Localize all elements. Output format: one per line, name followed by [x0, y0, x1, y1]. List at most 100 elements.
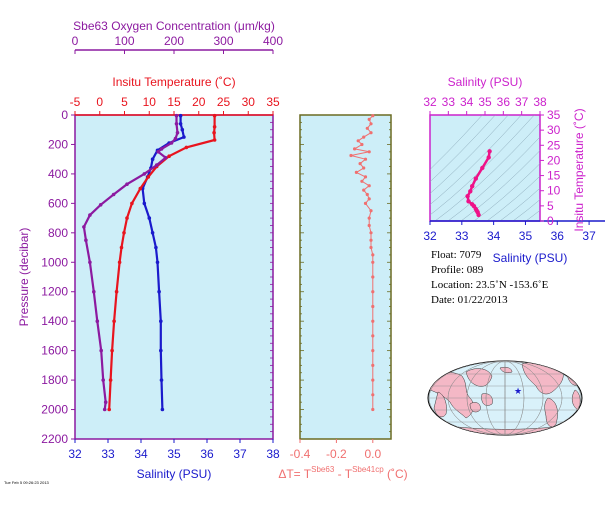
- delta-t-point: [371, 114, 375, 118]
- delta-t-point: [367, 117, 371, 121]
- temperature-tick-label: 20: [192, 95, 206, 109]
- pressure-tick-label: 1000: [41, 255, 68, 269]
- oxygen-point: [142, 172, 147, 176]
- timestamp-footer: Tue Feb 5 09:26:23 2013: [4, 480, 50, 485]
- salinity-point: [159, 378, 164, 382]
- density-contour: [487, 95, 608, 221]
- salinity-point: [147, 216, 152, 220]
- delta-t-point: [353, 147, 357, 151]
- salinity-tick-label: 36: [200, 447, 214, 461]
- ts-point: [470, 202, 475, 207]
- temperature-point: [212, 125, 217, 129]
- salinity-point: [155, 260, 160, 265]
- pressure-tick-label: 0: [61, 108, 68, 122]
- temperature-point: [108, 378, 113, 382]
- pressure-tick-label: 200: [48, 137, 68, 151]
- delta-t-point: [369, 238, 373, 242]
- delta-t-point: [354, 170, 358, 174]
- pressure-tick-label: 1200: [41, 285, 68, 299]
- temperature-tick-label: 5: [121, 95, 128, 109]
- oxygen-point: [111, 192, 116, 197]
- map-meridian: [428, 361, 582, 435]
- delta-t-point: [371, 349, 375, 353]
- delta-t-point: [367, 150, 371, 154]
- delta-t-tick-label: -0.4: [290, 447, 311, 461]
- delta-t-point: [363, 201, 368, 205]
- oxygen-point: [174, 113, 179, 118]
- temperature-point: [114, 289, 119, 294]
- oxygen-point: [159, 147, 164, 151]
- pressure-tick-label: 1800: [41, 373, 68, 387]
- delta-t-point: [365, 192, 369, 197]
- salinity-point: [154, 245, 158, 250]
- delta-t-point: [371, 260, 375, 264]
- ts-top-tick-label: 32: [423, 95, 437, 109]
- temperature-point: [110, 348, 114, 353]
- delta-t-point: [369, 122, 373, 126]
- temperature-point: [112, 319, 116, 324]
- profile-axes: 0200400600800100012001400160018002000220…: [41, 34, 283, 461]
- delta-t-tick-label: -0.2: [326, 447, 347, 461]
- delta-t-point: [362, 166, 366, 170]
- salinity-axis-title: Salinity (PSU): [137, 467, 212, 481]
- date-text: Date: 01/22/2013: [431, 294, 508, 306]
- temperature-point: [146, 175, 151, 179]
- landmass: [481, 393, 493, 406]
- map-meridian: [466, 361, 544, 435]
- pressure-tick-label: 400: [48, 167, 68, 181]
- ts-point: [468, 189, 473, 194]
- temperature-axis-title: Insitu Temperature (˚C): [112, 75, 235, 89]
- delta-t-point: [371, 334, 375, 338]
- salinity-tick-label: 37: [233, 447, 247, 461]
- temperature-point: [122, 231, 126, 235]
- delta-t-point: [367, 223, 371, 228]
- ts-series: [465, 149, 492, 218]
- ts-point: [486, 155, 491, 160]
- delta-t-point: [369, 231, 373, 235]
- float-location-marker: ★: [514, 386, 522, 396]
- temperature-point: [130, 201, 134, 206]
- oxygen-tick-label: 0: [72, 34, 79, 48]
- ts-bottom-tick-label: 33: [455, 229, 469, 243]
- oxygen-tick-label: 400: [263, 34, 283, 48]
- ts-temp-tick-label: 35: [547, 108, 561, 122]
- ts-temp-tick-label: 10: [547, 184, 561, 198]
- density-contour: [474, 95, 604, 221]
- float-id: Float: 7079: [431, 249, 482, 261]
- pressure-axis-title: Pressure (decibar): [17, 228, 31, 327]
- temperature-point: [107, 407, 111, 412]
- ts-top-tick-label: 36: [497, 95, 511, 109]
- profile-plot-area: [74, 114, 274, 440]
- ts-bottom-tick-label: 35: [519, 229, 533, 243]
- pressure-tick-label: 600: [48, 196, 68, 210]
- salinity-point: [180, 127, 185, 132]
- oxygen-point: [88, 213, 92, 217]
- delta-t-point: [362, 188, 366, 192]
- pressure-tick-label: 2000: [41, 403, 68, 417]
- ts-temp-tick-label: 5: [547, 199, 554, 213]
- temperature-point: [125, 216, 129, 220]
- oxygen-point: [98, 203, 103, 207]
- ts-temp-tick-label: 30: [547, 123, 561, 137]
- ts-temp-tick-label: 0: [547, 214, 554, 228]
- density-contour: [461, 95, 591, 221]
- density-contour: [383, 95, 513, 221]
- ts-top-tick-label: 38: [533, 95, 547, 109]
- salinity-point: [160, 407, 165, 412]
- oxygen-point: [88, 260, 92, 265]
- delta-t-point: [367, 216, 371, 220]
- delta-t-point: [371, 363, 375, 367]
- salinity-point: [142, 201, 147, 206]
- delta-t-point: [358, 162, 362, 166]
- landmass: [499, 366, 513, 374]
- oxygen-point: [101, 378, 105, 382]
- temperature-tick-label: 35: [266, 95, 280, 109]
- ts-bottom-tick-label: 34: [487, 229, 501, 243]
- oxygen-point: [175, 130, 180, 135]
- ts-point: [473, 176, 478, 181]
- map-meridian: [504, 361, 506, 435]
- salinity-tick-label: 35: [167, 447, 181, 461]
- oxygen-point: [125, 182, 129, 186]
- density-contour: [513, 95, 608, 221]
